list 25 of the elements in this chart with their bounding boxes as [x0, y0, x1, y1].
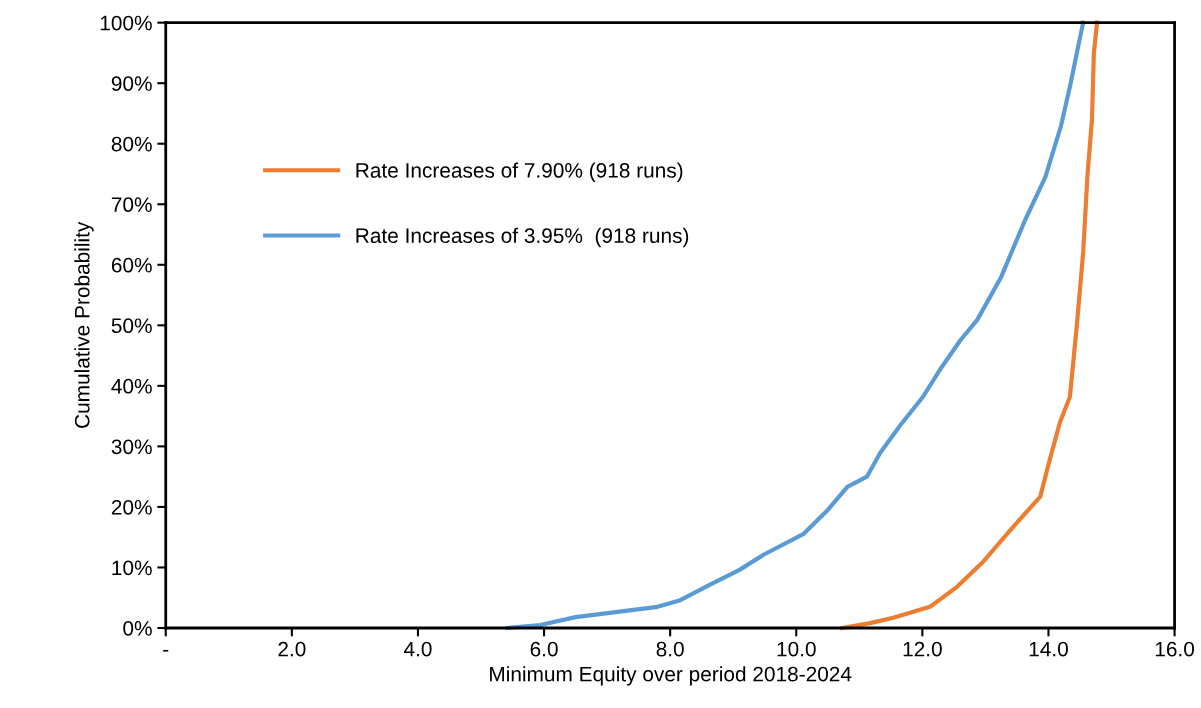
y-tick-label: 40%	[111, 378, 152, 394]
y-tick-label: 10%	[112, 560, 152, 576]
legend-label: Rate Increases of 3.95% (918 runs)	[356, 227, 689, 248]
x-tick-label: 6.0	[530, 641, 558, 657]
x-tick-label: 8.0	[656, 641, 684, 657]
y-tick-label: 20%	[111, 499, 152, 515]
x-tick-label: 16.0	[1155, 641, 1195, 657]
y-tick-label: 90%	[111, 76, 152, 91]
y-tick-label: 100%	[100, 15, 152, 31]
y-tick-label: 50%	[111, 318, 152, 334]
y-tick-label: 30%	[111, 439, 152, 455]
y-tick-label: 0%	[123, 621, 152, 636]
x-tick-label: 4.0	[403, 641, 432, 657]
y-tick-label: 80%	[111, 136, 152, 152]
legend-label: Rate Increases of 7.90% (918 runs)	[356, 162, 683, 182]
y-tick-label: 70%	[111, 197, 152, 213]
x-tick-label: -	[163, 649, 169, 652]
x-tick-label: 2.0	[278, 641, 306, 657]
line-series	[840, 20, 1100, 631]
x-tick-label: 10.0	[777, 641, 816, 657]
x-tick-label: 14.0	[1029, 641, 1068, 657]
y-axis-title: Cumulative Probability	[74, 221, 94, 428]
y-tick-label: 60%	[111, 257, 152, 273]
x-axis-title: Minimum Equity over period 2018-2024	[490, 666, 852, 686]
x-tick-label: 12.0	[903, 641, 942, 657]
